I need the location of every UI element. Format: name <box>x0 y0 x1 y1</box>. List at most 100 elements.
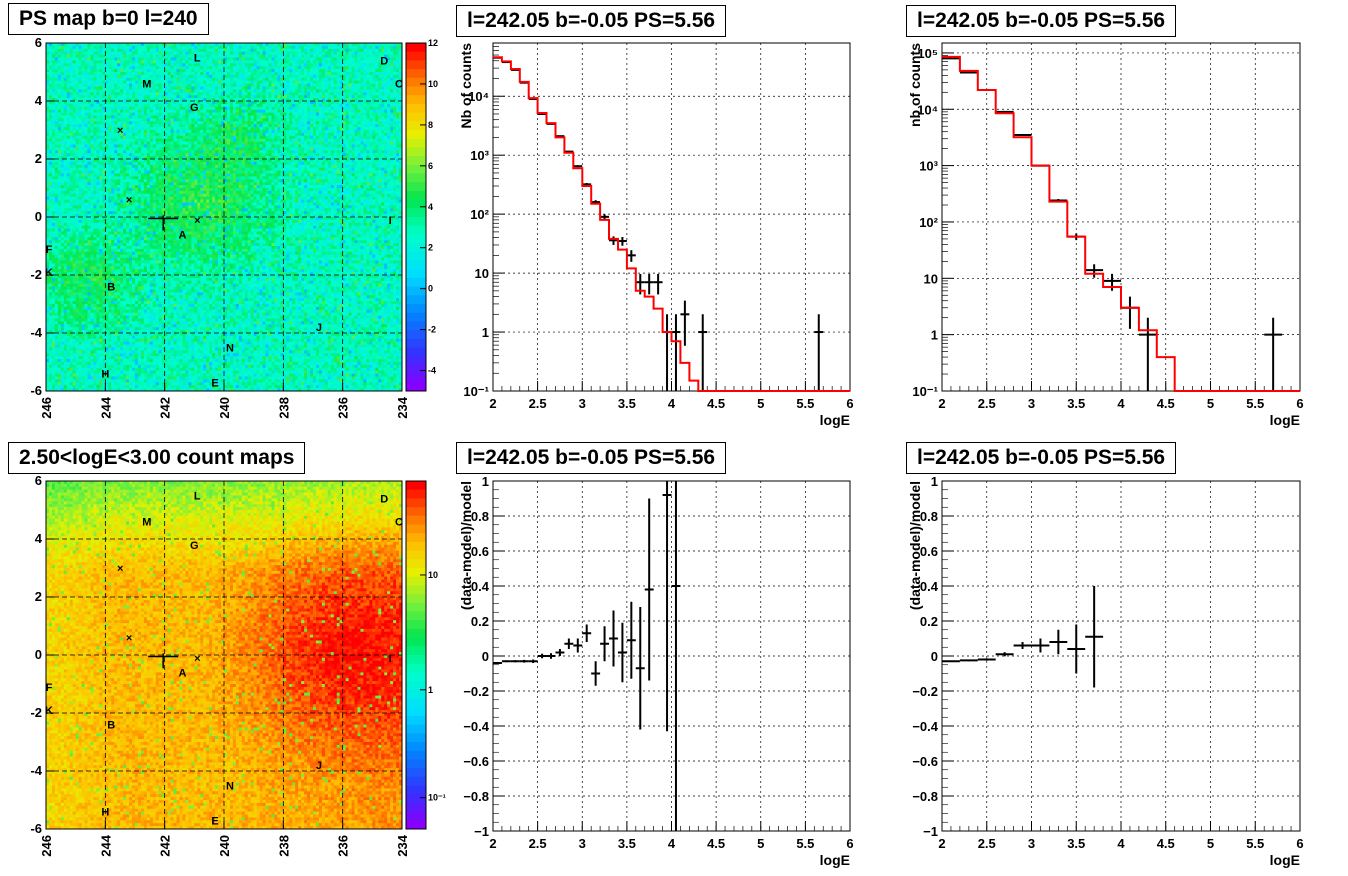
heatmap-cell <box>126 127 129 130</box>
heatmap-cell <box>70 72 73 75</box>
heatmap-cell <box>396 55 399 58</box>
heatmap-cell <box>355 46 358 49</box>
heatmap-cell <box>337 130 340 133</box>
heatmap-cell <box>334 58 337 61</box>
heatmap-cell <box>91 66 94 69</box>
heatmap-cell <box>340 104 343 107</box>
heatmap-cell <box>393 116 396 119</box>
heatmap-cell <box>360 104 363 107</box>
heatmap-cell <box>79 124 82 127</box>
heatmap-cell <box>349 66 352 69</box>
heatmap-cell <box>200 121 203 124</box>
heatmap-cell <box>93 52 96 55</box>
heatmap-cell <box>375 127 378 130</box>
heatmap-cell <box>349 78 352 81</box>
heatmap-cell <box>76 116 79 119</box>
heatmap-cell <box>304 46 307 49</box>
heatmap-cell <box>248 113 251 116</box>
heatmap-cell <box>254 60 257 63</box>
heatmap-cell <box>381 104 384 107</box>
heatmap-cell <box>108 78 111 81</box>
heatmap-cell <box>263 101 266 104</box>
heatmap-cell <box>185 118 188 121</box>
heatmap-cell <box>96 118 99 121</box>
heatmap-cell <box>343 116 346 119</box>
heatmap-cell <box>96 84 99 87</box>
heatmap-cell <box>271 63 274 66</box>
heatmap-cell <box>277 121 280 124</box>
heatmap-cell <box>298 124 301 127</box>
heatmap-cell <box>67 55 70 58</box>
heatmap-cell <box>180 55 183 58</box>
heatmap-cell <box>200 75 203 78</box>
heatmap-cell <box>105 55 108 58</box>
heatmap-cell <box>79 127 82 130</box>
heatmap-cell <box>85 81 88 84</box>
heatmap-cell <box>52 110 55 113</box>
heatmap-cell <box>224 58 227 61</box>
heatmap-cell <box>159 107 162 110</box>
heatmap-cell <box>91 72 94 75</box>
heatmap-cell <box>355 66 358 69</box>
heatmap-cell <box>316 60 319 63</box>
heatmap-cell <box>328 55 331 58</box>
heatmap-cell <box>85 116 88 119</box>
heatmap-cell <box>215 84 218 87</box>
heatmap-cell <box>233 75 236 78</box>
heatmap-cell <box>242 116 245 119</box>
heatmap-cell <box>108 101 111 104</box>
heatmap-cell <box>147 107 150 110</box>
heatmap-cell <box>215 92 218 95</box>
heatmap-cell <box>150 55 153 58</box>
heatmap-cell <box>93 66 96 69</box>
heatmap-cell <box>129 127 132 130</box>
heatmap-cell <box>283 104 286 107</box>
heatmap-cell <box>355 89 358 92</box>
heatmap-cell <box>117 92 120 95</box>
heatmap-cell <box>266 60 269 63</box>
heatmap-cell <box>88 55 91 58</box>
heatmap-cell <box>165 52 168 55</box>
heatmap-cell <box>301 133 304 136</box>
heatmap-cell <box>269 89 272 92</box>
heatmap-cell <box>135 60 138 63</box>
heatmap-cell <box>319 81 322 84</box>
heatmap-cell <box>67 116 70 119</box>
heatmap-cell <box>58 84 61 87</box>
heatmap-cell <box>58 81 61 84</box>
heatmap-cell <box>165 89 168 92</box>
heatmap-cell <box>304 116 307 119</box>
heatmap-cell <box>360 92 363 95</box>
heatmap-cell <box>135 69 138 72</box>
heatmap-cell <box>138 104 141 107</box>
heatmap-cell <box>251 84 254 87</box>
heatmap-cell <box>277 104 280 107</box>
heatmap-cell <box>91 101 94 104</box>
heatmap-cell <box>76 101 79 104</box>
heatmap-cell <box>70 121 73 124</box>
heatmap-cell <box>138 49 141 52</box>
heatmap-cell <box>384 89 387 92</box>
heatmap-cell <box>292 58 295 61</box>
heatmap-cell <box>242 69 245 72</box>
heatmap-cell <box>363 55 366 58</box>
heatmap-cell <box>117 81 120 84</box>
heatmap-cell <box>188 55 191 58</box>
heatmap-cell <box>200 58 203 61</box>
heatmap-cell <box>49 63 52 66</box>
heatmap-cell <box>200 63 203 66</box>
heatmap-cell <box>126 95 129 98</box>
heatmap-cell <box>150 113 153 116</box>
heatmap-cell <box>325 49 328 52</box>
heatmap-cell <box>384 95 387 98</box>
heatmap-cell <box>153 69 156 72</box>
heatmap-cell <box>177 46 180 49</box>
heatmap-cell <box>138 107 141 110</box>
heatmap-cell <box>277 69 280 72</box>
heatmap-cell <box>64 52 67 55</box>
heatmap-cell <box>298 116 301 119</box>
heatmap-cell <box>375 78 378 81</box>
heatmap-cell <box>277 95 280 98</box>
heatmap-cell <box>269 101 272 104</box>
heatmap-cell <box>64 127 67 130</box>
